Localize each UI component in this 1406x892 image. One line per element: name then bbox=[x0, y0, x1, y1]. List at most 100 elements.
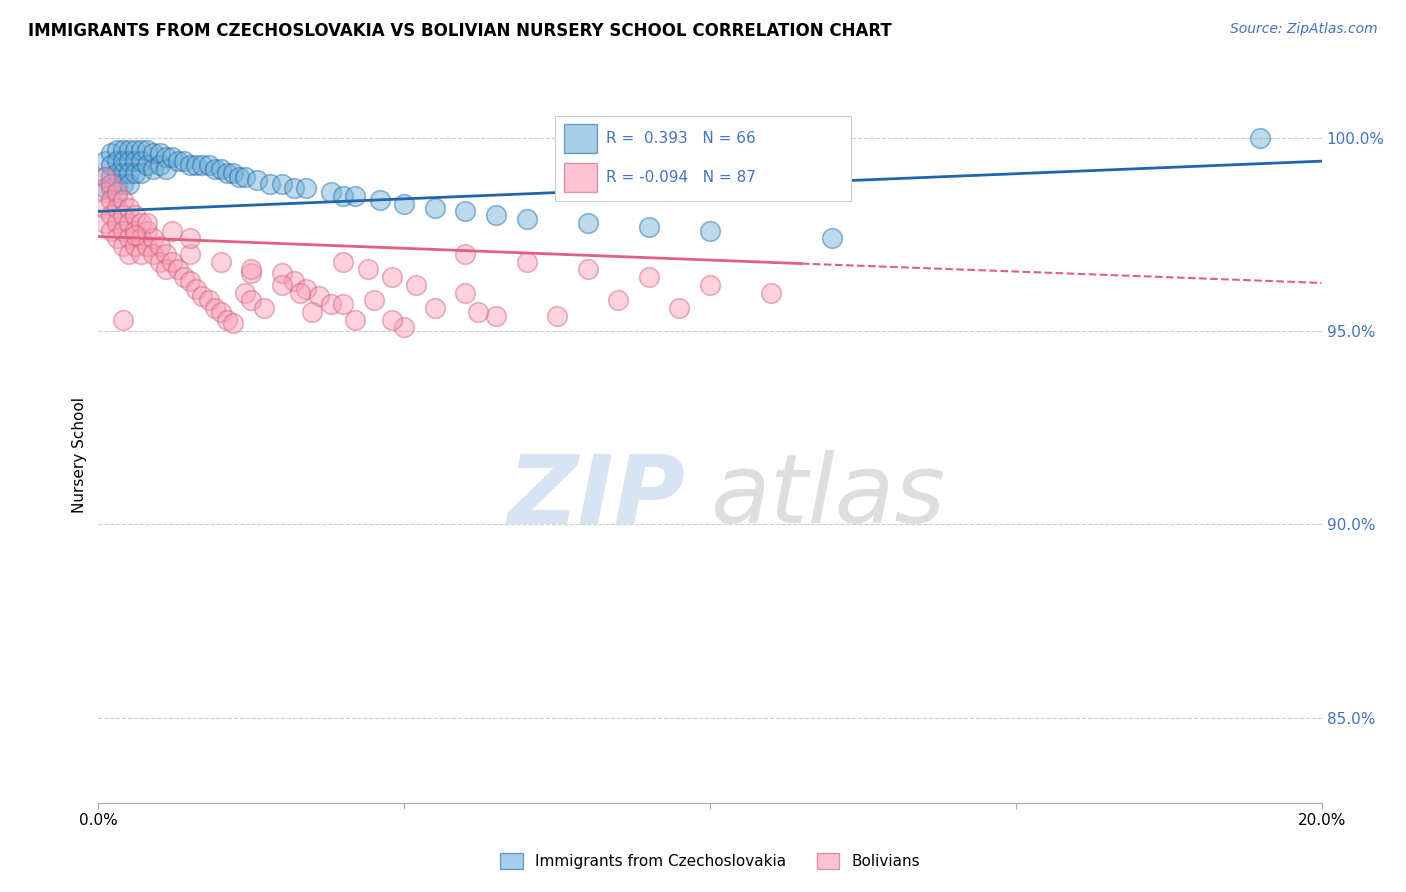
Point bbox=[191, 158, 214, 172]
Point bbox=[155, 150, 177, 164]
Point bbox=[105, 216, 128, 230]
Point bbox=[186, 282, 208, 296]
Point bbox=[454, 204, 477, 219]
Point bbox=[246, 173, 269, 187]
Point bbox=[290, 285, 312, 300]
Point bbox=[105, 154, 128, 169]
Point bbox=[368, 193, 391, 207]
Point bbox=[93, 216, 115, 230]
Point bbox=[124, 227, 146, 242]
Point bbox=[111, 178, 134, 192]
Point bbox=[215, 166, 238, 180]
Point bbox=[467, 305, 489, 319]
Point bbox=[546, 309, 568, 323]
Point bbox=[233, 169, 256, 184]
Point bbox=[100, 193, 122, 207]
Point bbox=[240, 262, 263, 277]
Point bbox=[100, 169, 122, 184]
Point bbox=[111, 154, 134, 169]
Point bbox=[179, 158, 201, 172]
Point bbox=[160, 224, 183, 238]
Point bbox=[160, 150, 183, 164]
Point bbox=[485, 208, 508, 222]
Point bbox=[118, 178, 141, 192]
Point bbox=[149, 254, 172, 268]
Point bbox=[222, 166, 245, 180]
Point bbox=[423, 201, 446, 215]
Point bbox=[105, 201, 128, 215]
Point bbox=[149, 146, 172, 161]
Point bbox=[392, 320, 416, 334]
Point bbox=[821, 231, 844, 245]
Text: atlas: atlas bbox=[710, 450, 945, 543]
Point bbox=[222, 317, 245, 331]
Point bbox=[319, 185, 342, 199]
Point bbox=[363, 293, 385, 308]
Point bbox=[118, 154, 141, 169]
Point bbox=[186, 158, 208, 172]
Point bbox=[209, 254, 232, 268]
Point bbox=[344, 312, 367, 326]
Legend: Immigrants from Czechoslovakia, Bolivians: Immigrants from Czechoslovakia, Bolivian… bbox=[494, 847, 927, 875]
Text: R =  0.393   N = 66: R = 0.393 N = 66 bbox=[606, 131, 755, 146]
Point bbox=[142, 161, 165, 176]
Point bbox=[252, 301, 274, 315]
Point bbox=[118, 143, 141, 157]
Point bbox=[93, 169, 115, 184]
Point bbox=[295, 181, 318, 195]
Point bbox=[118, 216, 141, 230]
Point bbox=[173, 154, 195, 169]
Point bbox=[215, 312, 238, 326]
Point bbox=[124, 143, 146, 157]
Point bbox=[259, 178, 281, 192]
Point bbox=[142, 146, 165, 161]
Point bbox=[100, 178, 122, 192]
Point bbox=[118, 247, 141, 261]
Point bbox=[129, 216, 152, 230]
Point bbox=[100, 208, 122, 222]
Point bbox=[167, 262, 190, 277]
Point bbox=[209, 161, 232, 176]
Point bbox=[105, 178, 128, 192]
Point bbox=[124, 239, 146, 253]
Point bbox=[155, 262, 177, 277]
Point bbox=[381, 312, 404, 326]
Point bbox=[93, 169, 115, 184]
Point bbox=[179, 274, 201, 288]
Point bbox=[111, 166, 134, 180]
Point bbox=[392, 196, 416, 211]
Point bbox=[637, 219, 661, 234]
Point bbox=[228, 169, 250, 184]
Point bbox=[233, 285, 256, 300]
Point bbox=[100, 158, 122, 172]
Point bbox=[240, 293, 263, 308]
Point bbox=[668, 301, 690, 315]
Text: IMMIGRANTS FROM CZECHOSLOVAKIA VS BOLIVIAN NURSERY SCHOOL CORRELATION CHART: IMMIGRANTS FROM CZECHOSLOVAKIA VS BOLIVI… bbox=[28, 22, 891, 40]
Point bbox=[93, 201, 115, 215]
Point bbox=[100, 181, 122, 195]
Point bbox=[332, 297, 354, 311]
Point bbox=[759, 285, 782, 300]
Point bbox=[191, 289, 214, 303]
Point bbox=[124, 208, 146, 222]
Point bbox=[129, 166, 152, 180]
Point bbox=[197, 293, 219, 308]
Point bbox=[699, 224, 721, 238]
Point bbox=[105, 166, 128, 180]
Point bbox=[270, 266, 292, 280]
Point bbox=[129, 231, 152, 245]
Point bbox=[637, 270, 661, 285]
Point bbox=[270, 178, 292, 192]
Point bbox=[301, 305, 323, 319]
Point bbox=[124, 224, 146, 238]
Point bbox=[129, 143, 152, 157]
Point bbox=[142, 231, 165, 245]
Point bbox=[283, 274, 305, 288]
Point bbox=[124, 166, 146, 180]
Point bbox=[576, 262, 599, 277]
Point bbox=[516, 212, 538, 227]
Point bbox=[93, 154, 115, 169]
Point bbox=[240, 266, 263, 280]
Point bbox=[204, 301, 226, 315]
Point bbox=[454, 285, 477, 300]
